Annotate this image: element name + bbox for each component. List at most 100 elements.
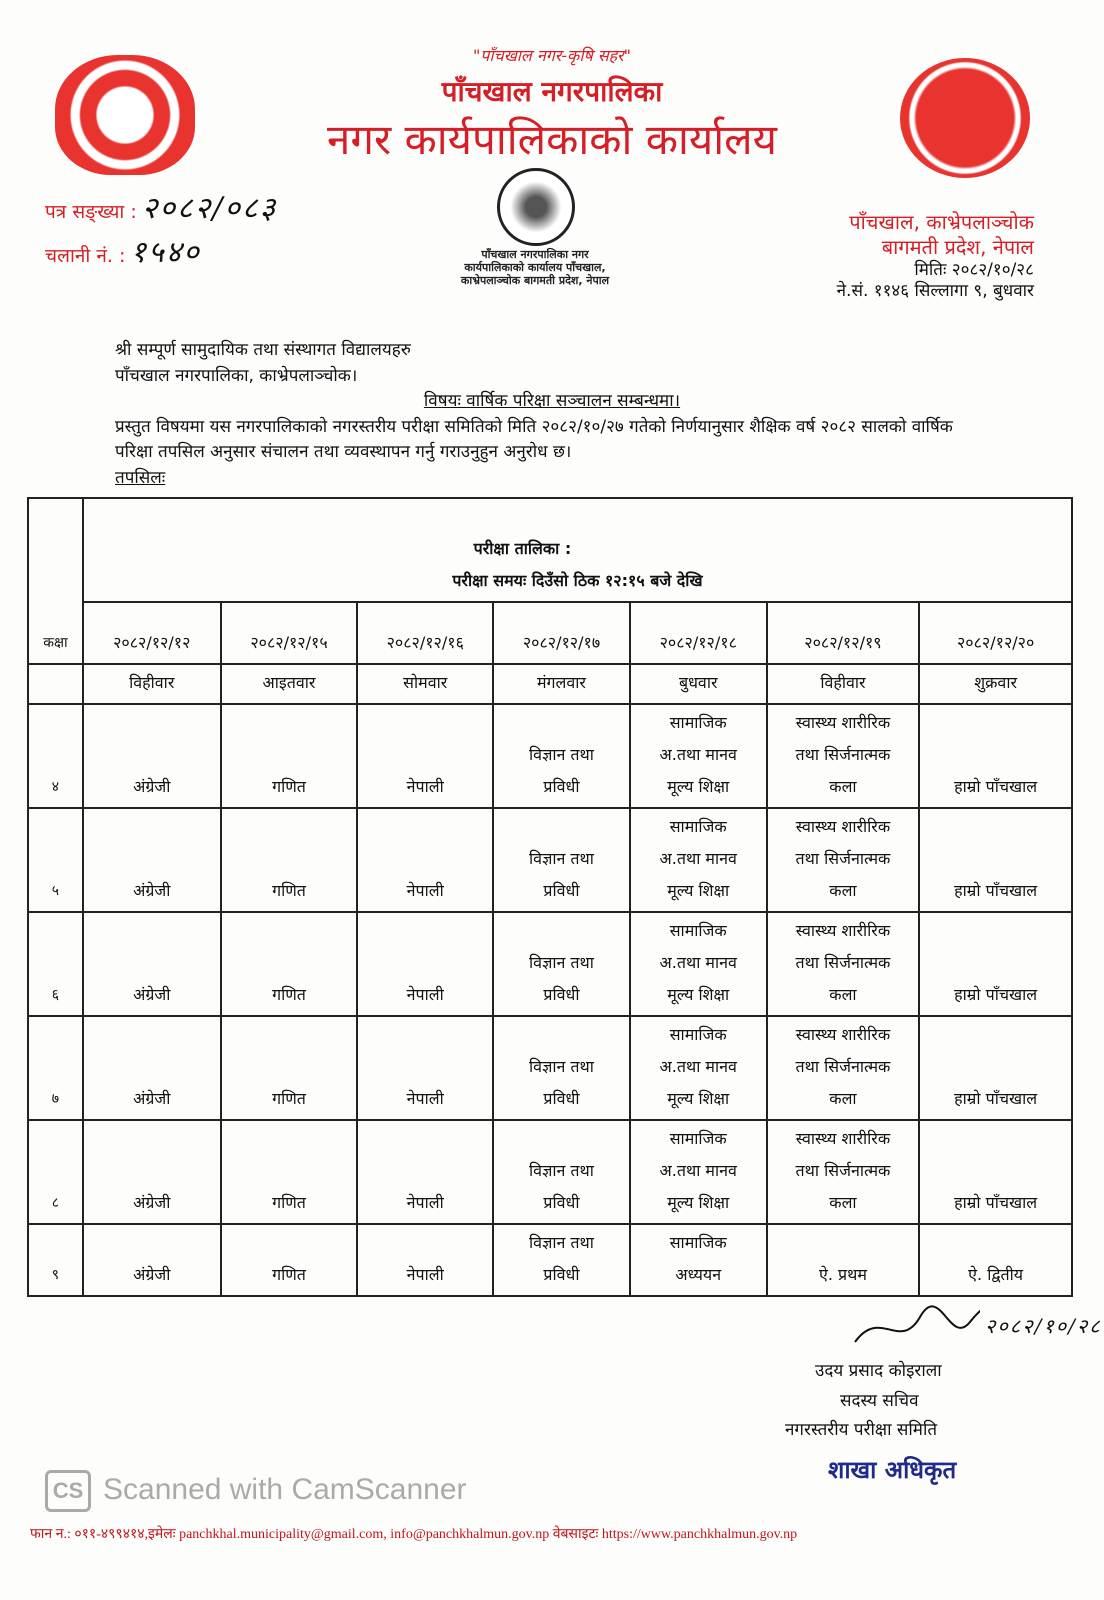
body-paragraph: प्रस्तुत विषयमा यस नगरपालिकाको नगरस्तरीय… (115, 416, 953, 463)
subject-cell: सामाजिक अ.तथा मानव मूल्य शिक्षा (628, 911, 768, 1017)
class-row: ९ अंग्रेजी गणित नेपाली विज्ञान तथा प्रविधी सा… (27, 1223, 1073, 1297)
day-cell: आइतवार (219, 663, 359, 705)
date-cell: २०८२/१२/१७ (492, 601, 631, 665)
date-row: २०८२/१२/१२ २०८२/१२/१५ २०८२/१२/१६ २०८२/१२/१७… (28, 601, 1073, 665)
subject: विषयः वार्षिक परिक्षा सञ्चालन सम्बन्धमा। (423, 391, 681, 411)
letter-body: श्री सम्पूर्ण सामुदायिक तथा संस्थागत विद… (0, 338, 1104, 1488)
subject-cell: अंग्रेजी (81, 1015, 222, 1121)
subject-cell: गणित (219, 703, 359, 809)
date-cell: २०८२/१२/१६ (356, 601, 495, 665)
subject-cell: विज्ञान तथा प्रविधी (492, 1015, 631, 1121)
date: मितिः २०८२/१०/२८ (914, 260, 1034, 280)
schedule-title: परीक्षा तालिका : (473, 539, 572, 558)
schedule-title-cell: परीक्षा तालिका : परीक्षा समयः दिउँसो ठिक… (81, 497, 1074, 603)
day-cell: शुक्रवार (918, 663, 1073, 705)
subject-cell: ऐ. प्रथम (765, 1223, 921, 1297)
date-cell: २०८२/१२/१२ (81, 601, 222, 665)
dispatch-number: चलानी नं. : १५४० (45, 234, 277, 272)
motto: "पाँचखाल नगर-कृषि सहर" (472, 46, 632, 65)
watermark-text: Scanned with CamScanner (103, 1473, 467, 1506)
subject-cell: गणित (219, 807, 359, 913)
municipality-logo (900, 58, 1030, 178)
subject-cell: सामाजिक अध्ययन (628, 1223, 768, 1297)
date-cell: २०८२/१२/२० (918, 601, 1073, 665)
subject-cell: हाम्रो पाँचखाल (918, 807, 1073, 913)
class-row: ५ अंग्रेजी गणित नेपाली विज्ञान तथा प्रविधी सा… (27, 807, 1073, 913)
subject-cell: गणित (219, 1223, 359, 1297)
subject-cell: नेपाली (356, 703, 495, 809)
address-line-2: बागमती प्रदेश, नेपाल (881, 235, 1034, 259)
letter-number-label: पत्र सङ्ख्या : (45, 201, 137, 223)
subject-cell: स्वास्थ्य शारीरिक तथा सिर्जनात्मक कला (765, 1119, 921, 1225)
seal-emblem (497, 168, 575, 246)
subject-cell: गणित (219, 1015, 359, 1121)
subject-cell: हाम्रो पाँचखाल (918, 703, 1073, 809)
subject-cell: नेपाली (356, 1223, 495, 1297)
date-cell: २०८२/१२/१९ (765, 601, 921, 665)
subject-cell: ऐ. द्वितीय (918, 1223, 1073, 1297)
office-seal-stamp: पाँचखाल नगरपालिका नगर कार्यपालिकाको कार्… (455, 168, 615, 328)
letter-number: पत्र सङ्ख्या : २०८२/०८३ (45, 190, 277, 228)
subject-cell: स्वास्थ्य शारीरिक तथा सिर्जनात्मक कला (765, 1015, 921, 1121)
subject-cell: हाम्रो पाँचखाल (918, 911, 1073, 1017)
empty-cell (27, 663, 84, 705)
subject-cell: सामाजिक अ.तथा मानव मूल्य शिक्षा (628, 1119, 768, 1225)
class-row: ६ अंग्रेजी गणित नेपाली विज्ञान तथा प्रविधी सा… (27, 911, 1073, 1017)
subject-cell: अंग्रेजी (81, 1119, 222, 1225)
day-row: विहीवार आइतवार सोमवार मंगलवार बुधवार विहीवार श… (27, 663, 1073, 705)
committee-name: नगरस्तरीय परीक्षा समिति (785, 1420, 938, 1440)
class-cell: ८ (27, 1119, 84, 1225)
addressee-line-2: पाँचखाल नगरपालिका, काभ्रेपलाञ्चोक। (115, 365, 358, 386)
class-row: ७ अंग्रेजी गणित नेपाली विज्ञान तथा प्रविधी सा… (27, 1015, 1073, 1121)
subject-cell: नेपाली (356, 1015, 495, 1121)
day-cell: सोमवार (356, 663, 495, 705)
subject-cell: स्वास्थ्य शारीरिक तथा सिर्जनात्मक कला (765, 703, 921, 809)
letter-number-value: २०८२/०८३ (141, 191, 278, 226)
subject-cell: सामाजिक अ.तथा मानव मूल्य शिक्षा (628, 807, 768, 913)
reference-block: पत्र सङ्ख्या : २०८२/०८३ चलानी नं. : १५४० (45, 190, 277, 277)
date-cell: २०८२/१२/१५ (219, 601, 359, 665)
footer-contact: फान न.: ०११-४९९४१४,इमेलः panchkhal.munic… (30, 1527, 798, 1542)
subject-cell: सामाजिक अ.तथा मानव मूल्य शिक्षा (628, 703, 768, 809)
day-cell: विहीवार (765, 663, 921, 705)
seal-text: पाँचखाल नगरपालिका नगर कार्यपालिकाको कार्… (460, 248, 610, 287)
subject-cell: गणित (219, 1119, 359, 1225)
nepal-sambat-date: ने.सं. ११४६ सिल्लागा ९, बुधवार (836, 281, 1034, 302)
subject-cell: अंग्रेजी (81, 703, 222, 809)
subject-cell: नेपाली (356, 1119, 495, 1225)
dispatch-number-label: चलानी नं. : (45, 244, 126, 267)
class-cell: ६ (27, 911, 84, 1017)
subject-cell: नेपाली (356, 807, 495, 913)
signatory-designation: सदस्य सचिव (840, 1390, 919, 1411)
class-cell: ९ (27, 1223, 84, 1297)
subject-cell: विज्ञान तथा प्रविधी (492, 911, 631, 1017)
subject-cell: हाम्रो पाँचखाल (918, 1119, 1073, 1225)
dispatch-number-value: १५४० (130, 234, 201, 270)
nepal-government-emblem (55, 55, 195, 175)
subject-cell: अंग्रेजी (81, 807, 222, 913)
class-cell: ४ (27, 703, 84, 809)
office-name: नगर कार्यपालिकाको कार्यालय (327, 115, 777, 164)
subject-cell: अंग्रेजी (81, 911, 222, 1017)
subject-cell: विज्ञान तथा प्रविधी (492, 807, 631, 913)
day-cell: विहीवार (81, 663, 222, 705)
class-cell: ५ (27, 807, 84, 913)
class-cell: ७ (27, 1015, 84, 1121)
date-cell: २०८२/१२/१८ (628, 601, 768, 665)
address-line-1: पाँचखाल, काभ्रेपलाञ्चोक (849, 210, 1034, 234)
exam-time: परीक्षा समयः दिउँसो ठिक १२:१५ बजे देखि (452, 571, 703, 590)
class-row: ८ अंग्रेजी गणित नेपाली विज्ञान तथा प्रविधी सा… (27, 1119, 1073, 1225)
subject-cell: विज्ञान तथा प्रविधी (492, 1119, 631, 1225)
signatory-name: उदय प्रसाद कोइराला (815, 1361, 942, 1381)
details-label: तपसिलः (115, 467, 166, 488)
signature-scribble (854, 1305, 980, 1343)
signature-block: २०८२/१०/२८ उदय प्रसाद कोइराला सदस्य सचिव… (760, 1297, 1100, 1488)
subject-wrap: विषयः वार्षिक परिक्षा सञ्चालन सम्बन्धमा। (0, 389, 1104, 415)
subject-cell: सामाजिक अ.तथा मानव मूल्य शिक्षा (628, 1015, 768, 1121)
subject-cell: गणित (219, 911, 359, 1017)
subject-cell: स्वास्थ्य शारीरिक तथा सिर्जनात्मक कला (765, 807, 921, 913)
subject-cell: स्वास्थ्य शारीरिक तथा सिर्जनात्मक कला (765, 911, 921, 1017)
class-row: ४ अंग्रेजी गणित नेपाली विज्ञान तथा प्रविधी सा… (27, 703, 1073, 809)
handwritten-signature: २०८२/१०/२८ (850, 1297, 1100, 1359)
subject-cell: हाम्रो पाँचखाल (918, 1015, 1073, 1121)
